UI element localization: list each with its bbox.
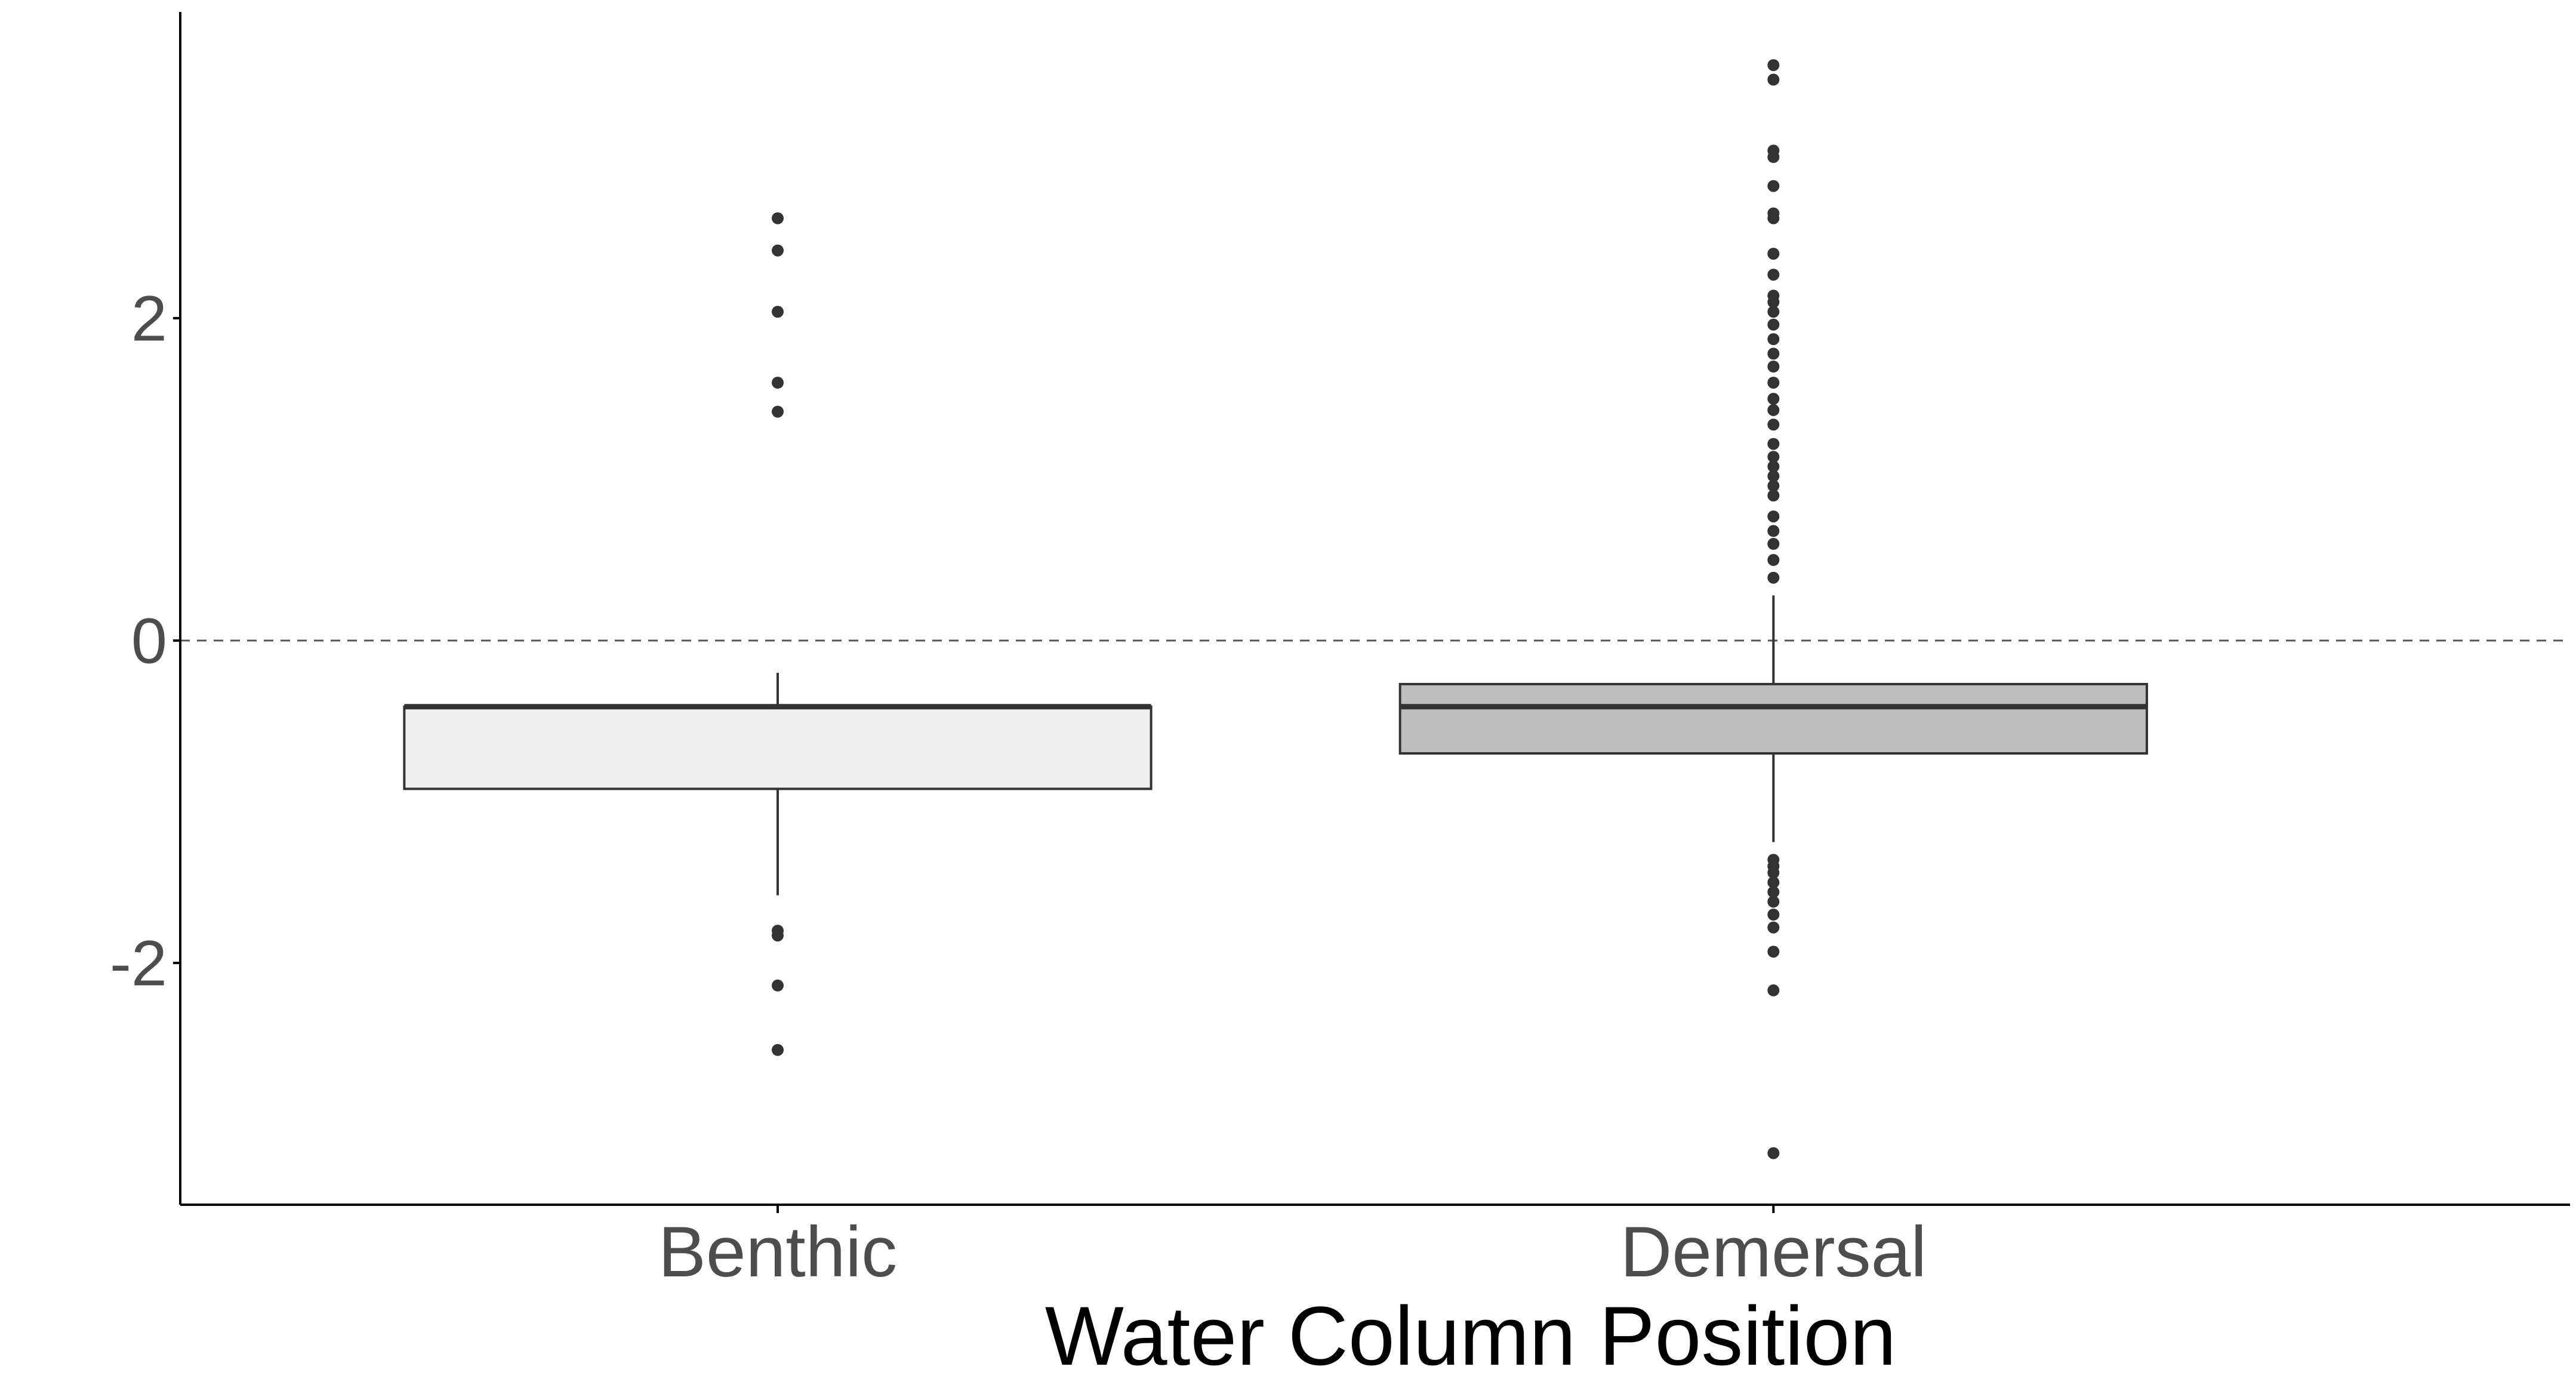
- outlier-point: [1767, 921, 1780, 934]
- y-ticks-layer: -2 0 2: [110, 282, 180, 999]
- outlier-point: [1767, 866, 1780, 879]
- y-tick-label: 0: [131, 605, 167, 677]
- outlier-point: [1767, 470, 1780, 482]
- outlier-point: [1767, 377, 1780, 389]
- outlier-point: [1767, 393, 1780, 405]
- outlier-point: [772, 1044, 784, 1056]
- outlier-point: [1767, 479, 1780, 492]
- outlier-point: [1767, 306, 1780, 318]
- outlier-point: [772, 405, 784, 418]
- outlier-point: [772, 212, 784, 224]
- x-ticks-layer: Benthic Demersal: [658, 1205, 1927, 1292]
- outlier-point: [1767, 212, 1780, 224]
- outlier-point: [1767, 151, 1780, 163]
- outlier-point: [772, 306, 784, 318]
- outlier-point: [1767, 451, 1780, 463]
- outlier-point: [772, 377, 784, 389]
- outlier-point: [772, 979, 784, 992]
- y-tick-label: 2: [131, 282, 167, 355]
- outlier-point: [1767, 333, 1780, 346]
- outlier-point: [1767, 438, 1780, 450]
- outlier-point: [1767, 296, 1780, 308]
- outlier-point: [1767, 538, 1780, 550]
- outlier-point: [1767, 909, 1780, 921]
- outlier-point: [1767, 510, 1780, 523]
- outlier-point: [1767, 347, 1780, 360]
- x-axis-title: Water Column Position: [1045, 1289, 1896, 1383]
- outlier-point: [1767, 269, 1780, 281]
- outlier-point: [1767, 180, 1780, 192]
- outlier-point: [1767, 525, 1780, 537]
- outlier-point: [1767, 946, 1780, 958]
- outlier-point: [1767, 1147, 1780, 1159]
- outlier-point: [1767, 404, 1780, 416]
- outlier-point: [1767, 984, 1780, 996]
- outlier-point: [1767, 876, 1780, 888]
- y-tick-label: -2: [110, 927, 167, 999]
- outlier-point: [1767, 248, 1780, 260]
- box-group-benthic: [403, 212, 1153, 1056]
- outlier-point: [772, 244, 784, 257]
- outlier-point: [1767, 361, 1780, 373]
- outlier-point: [1767, 571, 1780, 584]
- outlier-point: [1767, 318, 1780, 331]
- outlier-point: [772, 930, 784, 942]
- box-iqr: [1398, 682, 2148, 755]
- outlier-point: [1767, 418, 1780, 431]
- x-tick-label: Benthic: [658, 1212, 897, 1292]
- x-tick-label: Demersal: [1620, 1212, 1927, 1292]
- axes-layer: [179, 12, 2570, 1206]
- outlier-point: [1767, 73, 1780, 86]
- box-iqr: [403, 705, 1153, 790]
- outlier-point: [1767, 895, 1780, 908]
- outlier-point: [1767, 460, 1780, 473]
- outlier-point: [1767, 554, 1780, 566]
- outlier-point: [1767, 490, 1780, 501]
- boxes-layer: [403, 59, 2148, 1159]
- box-group-demersal: [1398, 59, 2148, 1159]
- outlier-point: [1767, 886, 1780, 898]
- outlier-point: [1767, 59, 1780, 72]
